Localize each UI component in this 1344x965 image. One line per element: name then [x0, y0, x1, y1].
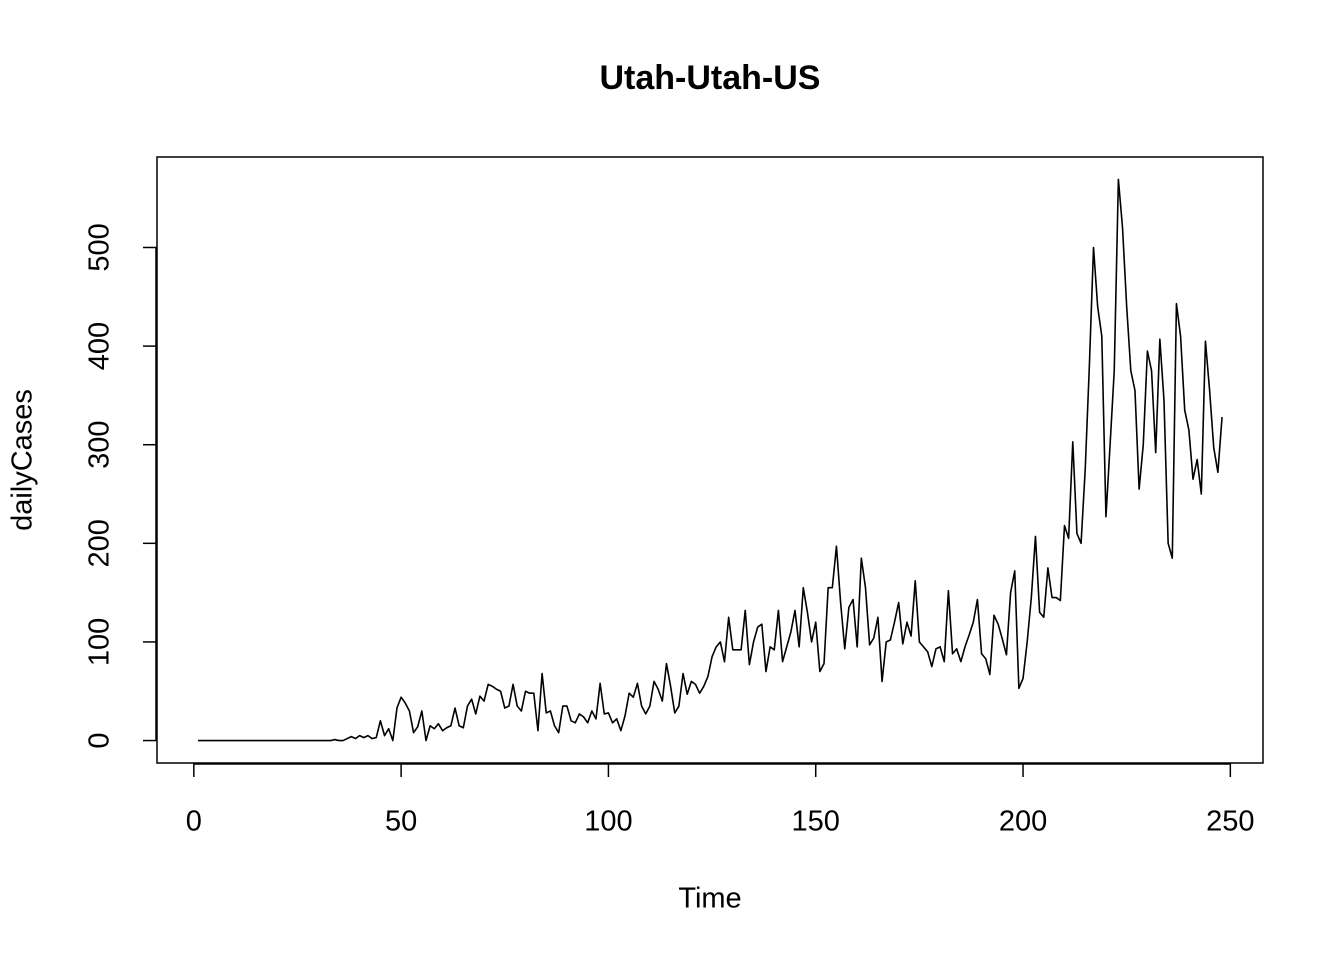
x-tick-label: 0 [186, 806, 202, 838]
data-line [197, 178, 1223, 742]
y-axis-label: dailyCases [7, 389, 39, 531]
y-tick-label: 300 [84, 421, 116, 469]
plot-box [156, 156, 1264, 764]
x-tick-label: 200 [999, 806, 1047, 838]
x-tick-label: 50 [385, 806, 417, 838]
chart-title: Utah-Utah-US [600, 59, 821, 97]
x-tick-label: 250 [1206, 806, 1254, 838]
x-tick-label: 150 [792, 806, 840, 838]
y-tick-label: 200 [84, 519, 116, 567]
y-tick-label: 400 [84, 322, 116, 370]
y-tick-label: 100 [84, 618, 116, 666]
y-tick-label: 500 [84, 223, 116, 271]
y-tick-label: 0 [84, 732, 116, 748]
x-tick-label: 100 [584, 806, 632, 838]
x-axis-label: Time [678, 883, 741, 915]
